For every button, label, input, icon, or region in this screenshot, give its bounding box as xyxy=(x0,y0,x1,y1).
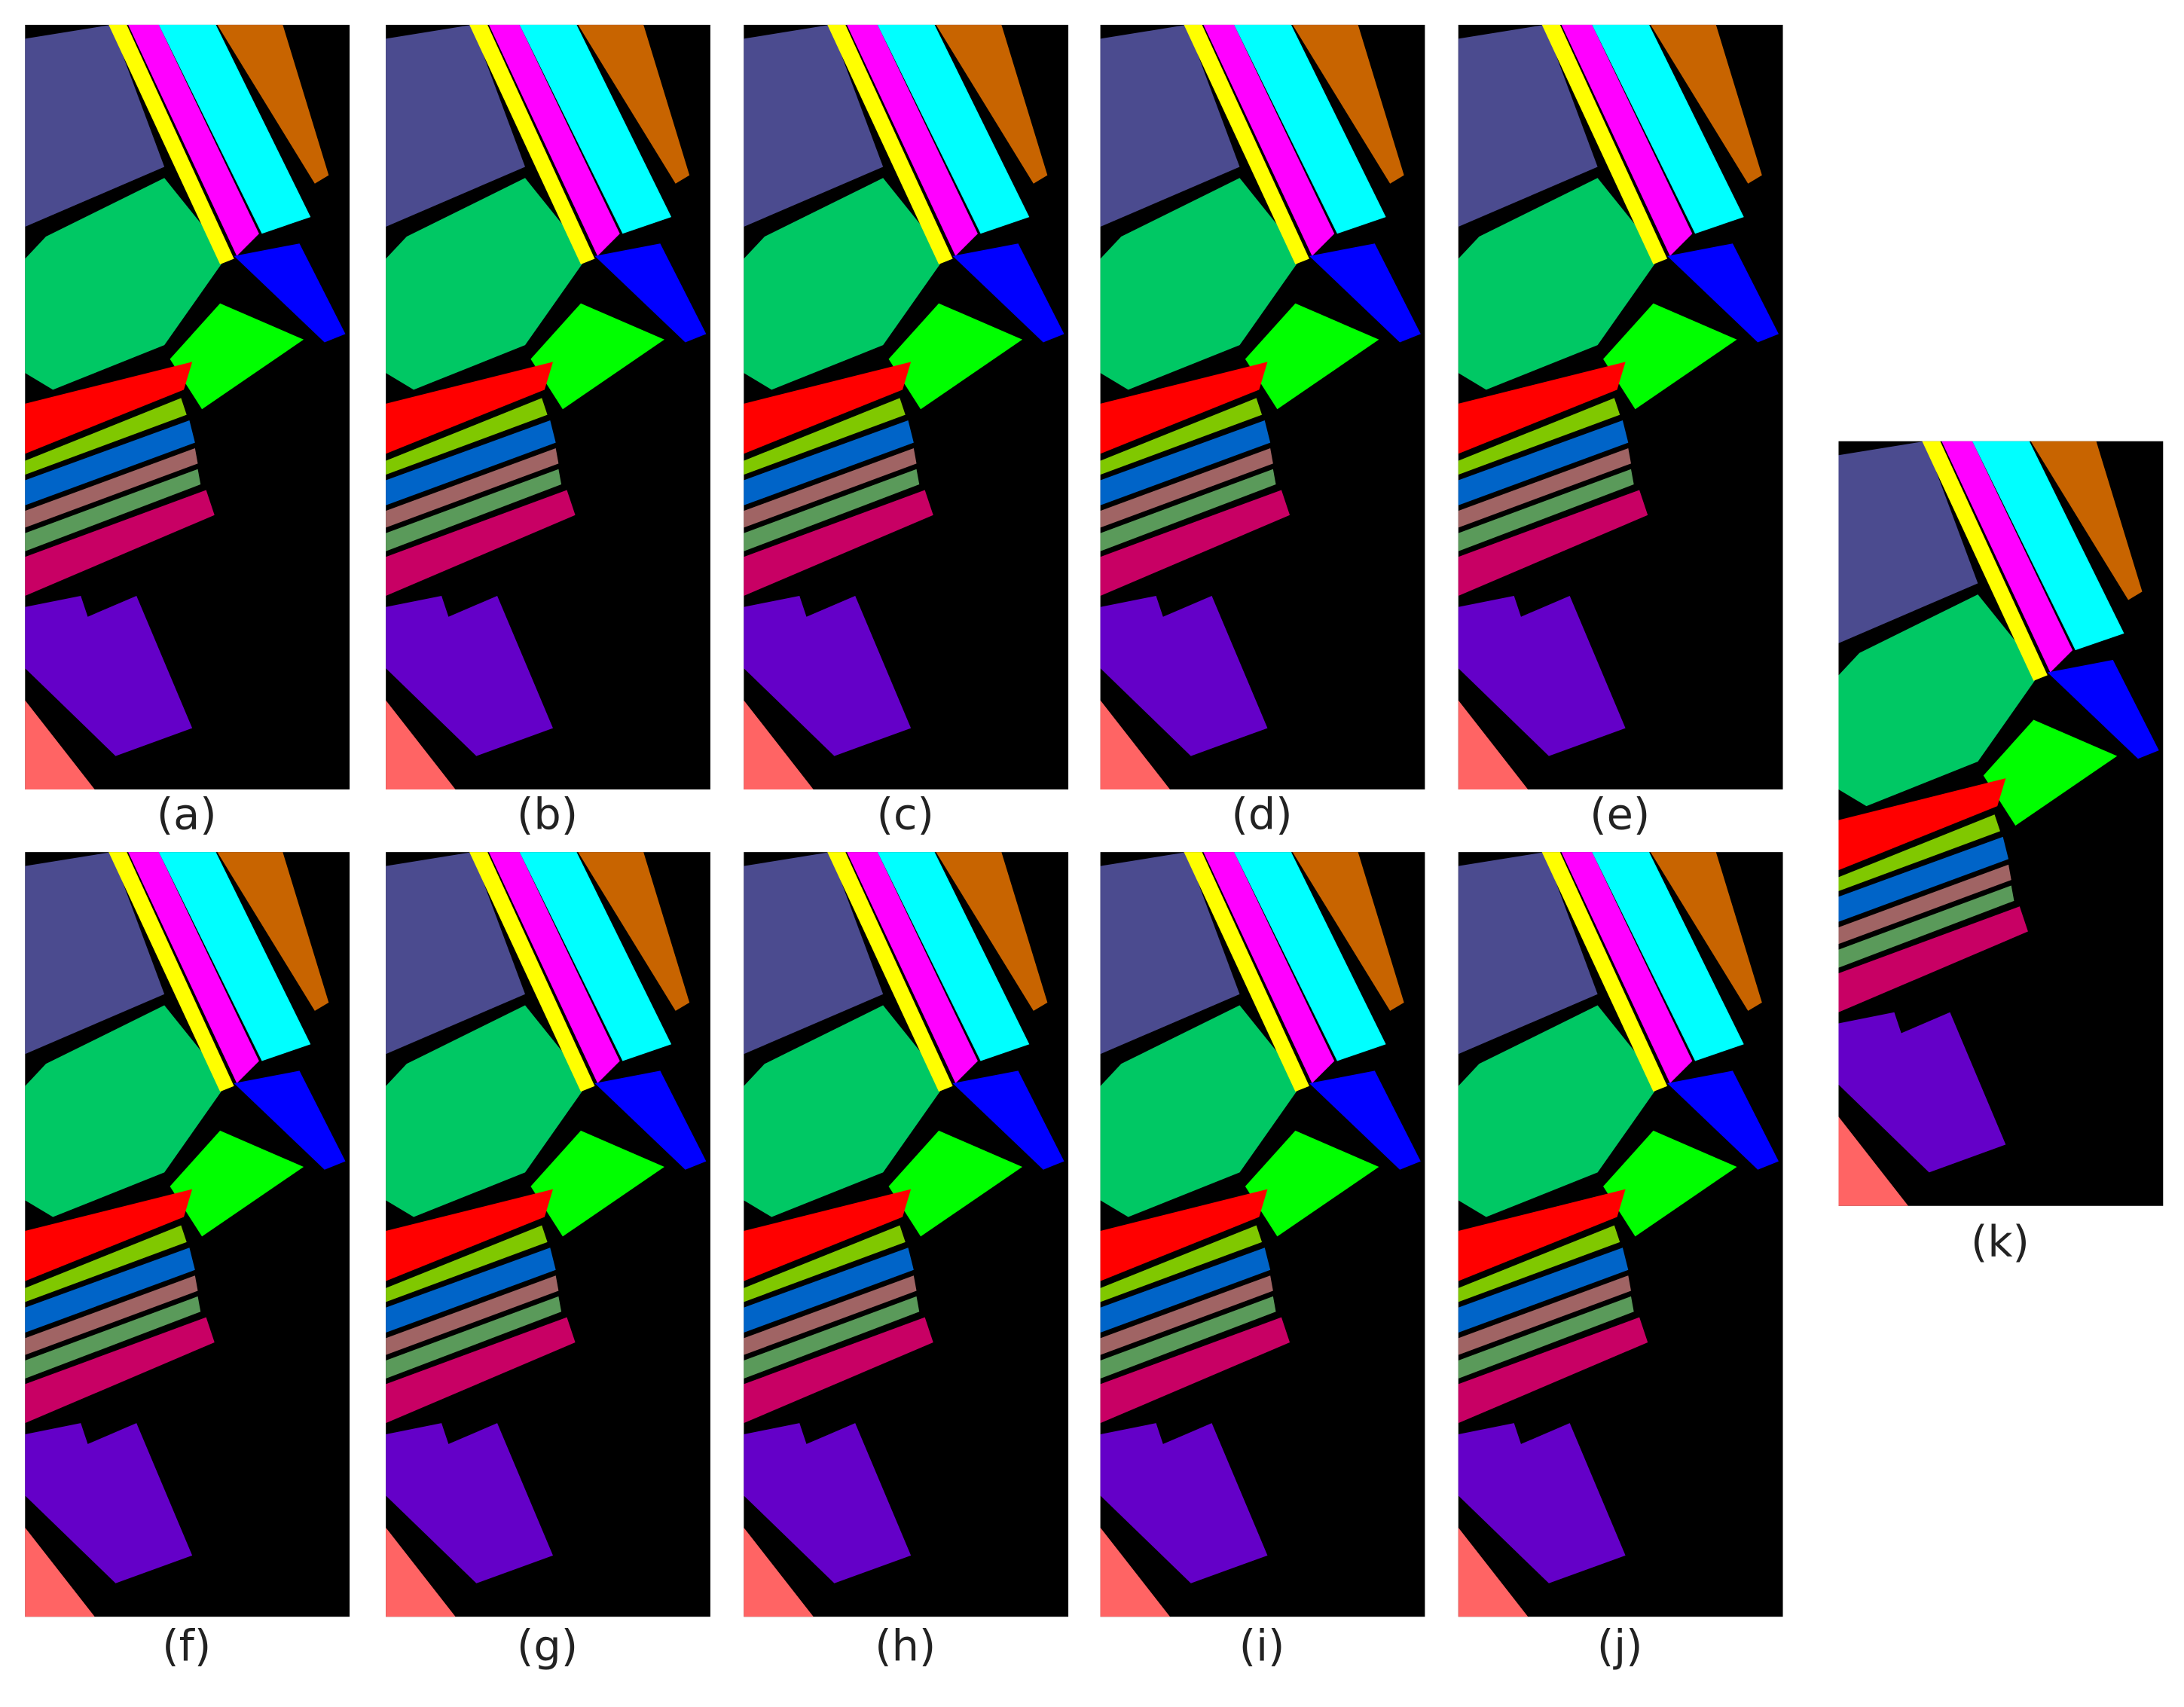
panel-label: (b) xyxy=(517,789,578,840)
classification-map xyxy=(25,852,350,1617)
panel-label: (c) xyxy=(877,789,934,840)
classification-map xyxy=(386,852,710,1617)
classification-map xyxy=(25,24,350,789)
panel-label: (a) xyxy=(157,789,217,840)
panel-label: (h) xyxy=(875,1620,936,1671)
classification-map xyxy=(1838,441,2164,1206)
panel-label: (d) xyxy=(1232,789,1293,840)
classification-map xyxy=(1458,24,1783,789)
panel-label: (k) xyxy=(1971,1217,2030,1267)
panels: (a) (b) (c) (d) (e) (f) (g) (h) (i) (j) (k) xyxy=(25,24,2164,1671)
classification-map xyxy=(1458,852,1783,1617)
panel-label: (g) xyxy=(517,1620,578,1671)
panel-label: (j) xyxy=(1597,1620,1643,1671)
classification-map xyxy=(744,852,1069,1617)
panel-label: (i) xyxy=(1239,1620,1285,1671)
classification-map xyxy=(1100,852,1425,1617)
classification-map xyxy=(386,24,710,789)
panel-label: (f) xyxy=(162,1620,211,1671)
classification-map xyxy=(744,24,1069,789)
panel-label: (e) xyxy=(1590,789,1650,840)
classification-map xyxy=(1100,24,1425,789)
